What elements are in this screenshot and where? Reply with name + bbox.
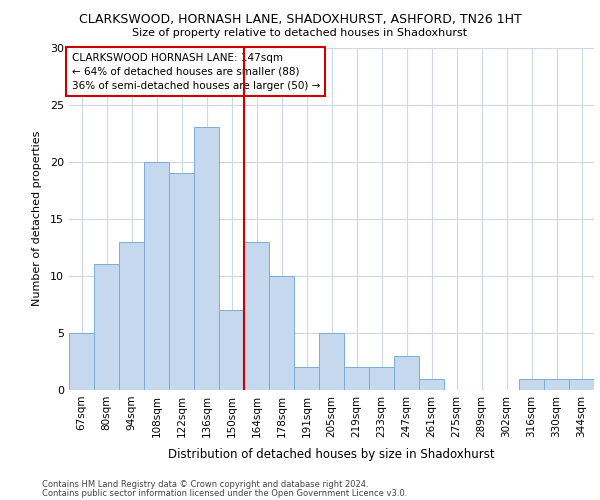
Y-axis label: Number of detached properties: Number of detached properties <box>32 131 41 306</box>
Text: CLARKSWOOD HORNASH LANE: 147sqm
← 64% of detached houses are smaller (88)
36% of: CLARKSWOOD HORNASH LANE: 147sqm ← 64% of… <box>71 52 320 90</box>
Bar <box>94 264 119 390</box>
Bar <box>394 356 419 390</box>
Bar <box>369 367 394 390</box>
Text: Contains public sector information licensed under the Open Government Licence v3: Contains public sector information licen… <box>42 488 407 498</box>
Bar <box>194 128 219 390</box>
Bar <box>169 173 194 390</box>
Bar <box>344 367 369 390</box>
Bar <box>294 367 319 390</box>
Bar <box>144 162 169 390</box>
Bar <box>519 378 544 390</box>
Bar <box>69 333 94 390</box>
Text: Contains HM Land Registry data © Crown copyright and database right 2024.: Contains HM Land Registry data © Crown c… <box>42 480 368 489</box>
Bar <box>319 333 344 390</box>
Text: Size of property relative to detached houses in Shadoxhurst: Size of property relative to detached ho… <box>133 28 467 38</box>
Bar <box>569 378 594 390</box>
Bar <box>244 242 269 390</box>
Bar <box>269 276 294 390</box>
Bar <box>544 378 569 390</box>
Text: CLARKSWOOD, HORNASH LANE, SHADOXHURST, ASHFORD, TN26 1HT: CLARKSWOOD, HORNASH LANE, SHADOXHURST, A… <box>79 12 521 26</box>
Bar <box>219 310 244 390</box>
Bar <box>119 242 144 390</box>
Bar <box>419 378 444 390</box>
X-axis label: Distribution of detached houses by size in Shadoxhurst: Distribution of detached houses by size … <box>168 448 495 461</box>
